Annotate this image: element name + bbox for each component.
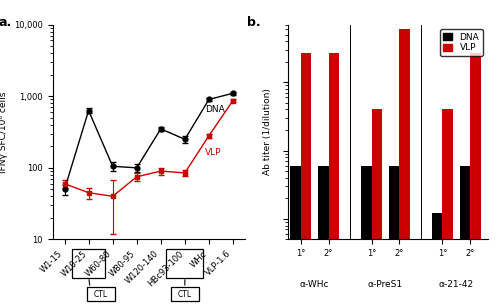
Bar — [318, 166, 328, 307]
Bar — [300, 53, 311, 307]
Bar — [389, 166, 400, 307]
Text: α-WHc: α-WHc — [300, 280, 330, 289]
Legend: DNA, VLP: DNA, VLP — [440, 29, 483, 56]
Text: b.: b. — [248, 16, 261, 29]
Text: α-21-42: α-21-42 — [438, 280, 474, 289]
Bar — [432, 213, 442, 307]
Text: CTL: CTL — [178, 290, 192, 299]
FancyBboxPatch shape — [171, 287, 199, 301]
Text: α-PreS1: α-PreS1 — [368, 280, 403, 289]
Bar — [361, 166, 372, 307]
Y-axis label: IFNγ SFC/10⁶ cells: IFNγ SFC/10⁶ cells — [0, 91, 8, 173]
FancyBboxPatch shape — [86, 287, 115, 301]
Text: VLP: VLP — [206, 148, 222, 157]
Bar — [290, 166, 300, 307]
Text: CTL: CTL — [94, 290, 108, 299]
Bar — [328, 53, 339, 307]
Bar — [400, 29, 410, 307]
Bar — [470, 53, 480, 307]
Bar — [372, 110, 382, 307]
Bar — [460, 166, 470, 307]
Text: a.: a. — [0, 16, 12, 29]
Bar — [442, 110, 453, 307]
Y-axis label: Ab titer (1/dilution): Ab titer (1/dilution) — [263, 89, 272, 175]
Text: DNA: DNA — [206, 105, 225, 114]
